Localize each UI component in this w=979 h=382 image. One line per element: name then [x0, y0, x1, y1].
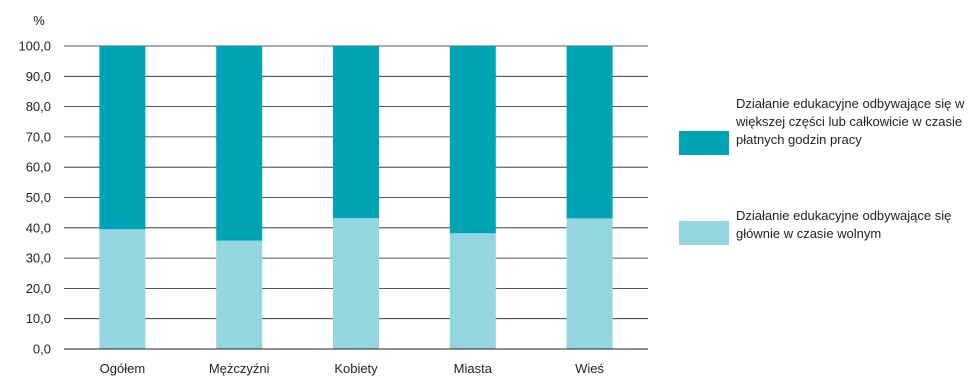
- bar-segment-paid-hours: [333, 46, 379, 219]
- y-tick-label: 70,0: [26, 129, 51, 144]
- legend-swatch-paid-hours: [679, 131, 729, 155]
- x-tick-label: Ogółem: [100, 361, 146, 376]
- y-tick-label: 0,0: [33, 342, 51, 357]
- bar-segment-free-time: [99, 229, 146, 349]
- bar-segment-free-time: [449, 233, 496, 349]
- y-tick-label: 80,0: [26, 99, 51, 114]
- legend-label-paid-hours: Działanie edukacyjne odbywające się w wi…: [736, 96, 965, 147]
- x-tick-label: Wieś: [575, 361, 604, 376]
- x-tick-label: Mężczyźni: [209, 361, 270, 376]
- y-axis-unit-label: %: [33, 13, 45, 28]
- legend-label-free-time: Działanie edukacyjne odbywające się głów…: [736, 208, 952, 241]
- x-tick-label: Miasta: [454, 361, 493, 376]
- y-tick-label: 90,0: [26, 69, 51, 84]
- y-tick-label: 20,0: [26, 281, 51, 296]
- bar-segment-free-time: [333, 218, 379, 349]
- y-tick-label: 60,0: [26, 160, 51, 175]
- x-tick-label: Kobiety: [334, 361, 378, 376]
- y-tick-label: 40,0: [26, 220, 51, 235]
- y-tick-label: 10,0: [26, 311, 51, 326]
- bar-segment-paid-hours: [449, 46, 496, 234]
- y-tick-label: 100,0: [18, 39, 51, 54]
- bar-segment-paid-hours: [216, 46, 263, 241]
- bar-segment-paid-hours: [99, 46, 146, 230]
- bar-segment-paid-hours: [566, 46, 613, 219]
- y-tick-label: 30,0: [26, 251, 51, 266]
- bar-segment-free-time: [566, 218, 613, 349]
- bar-segment-free-time: [216, 240, 263, 349]
- y-tick-label: 50,0: [26, 190, 51, 205]
- legend-swatch-free-time: [679, 221, 729, 245]
